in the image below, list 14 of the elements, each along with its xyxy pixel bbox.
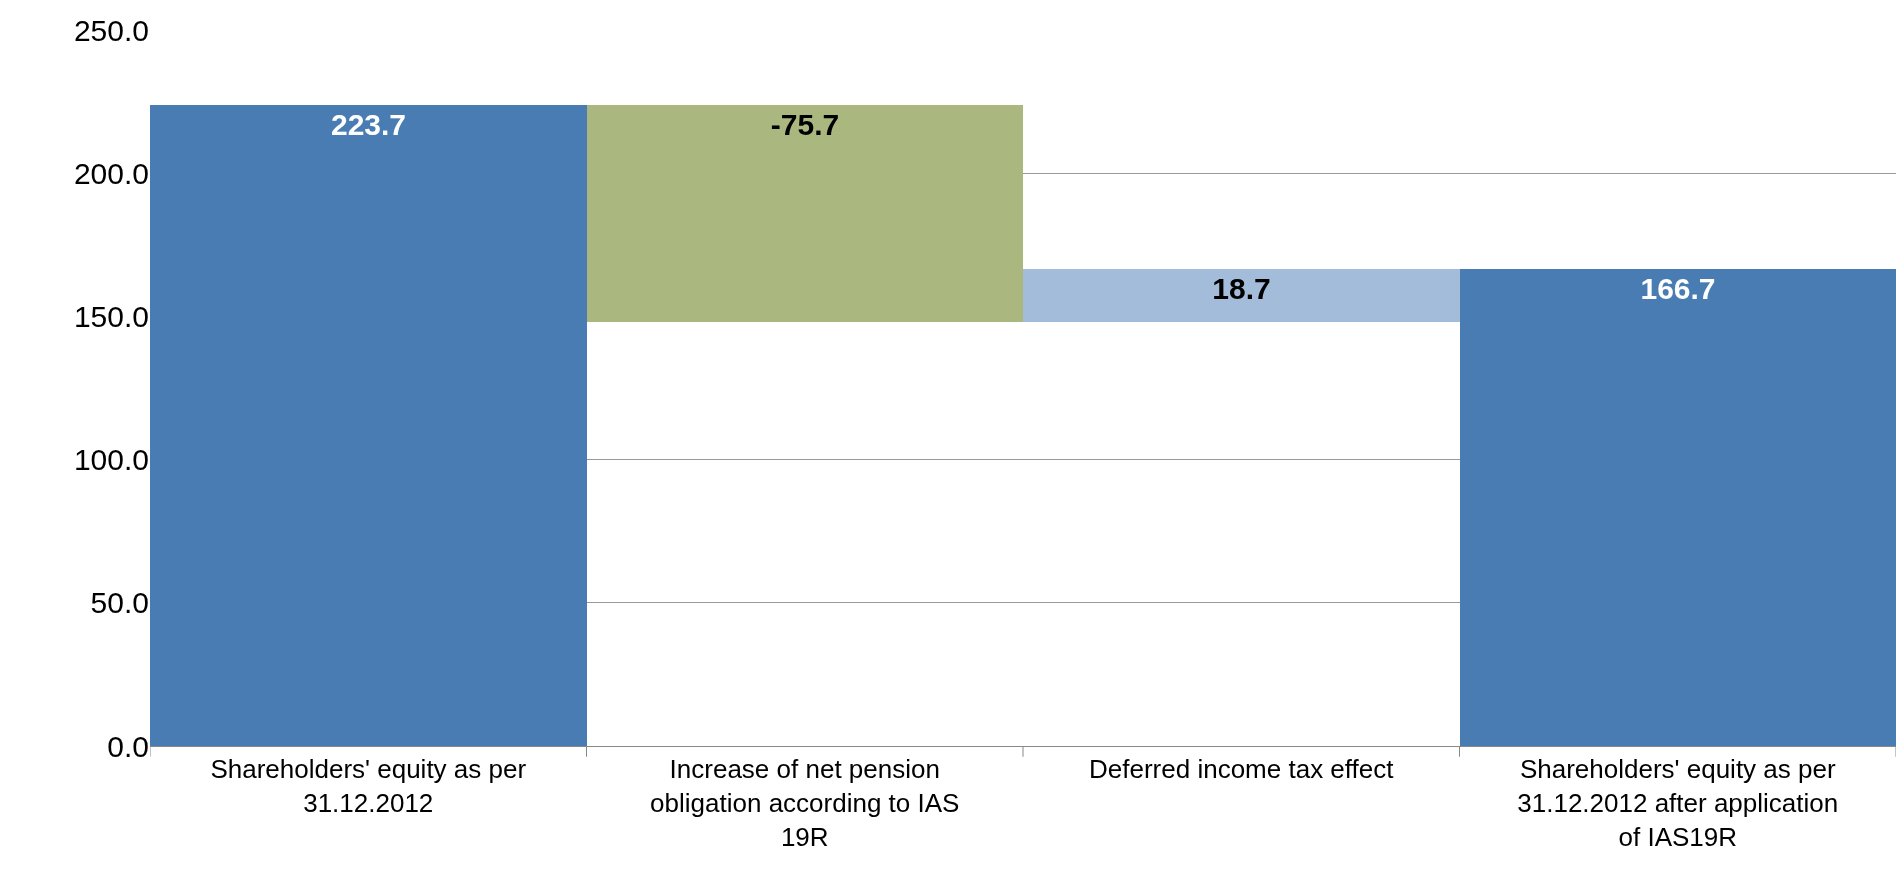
- y-tick-label: 100.0: [73, 443, 149, 477]
- data-label: 223.7: [330, 108, 407, 141]
- x-tick-label: Shareholders' equity as per 31.12.2012 after application of IAS19R: [1517, 754, 1839, 852]
- y-tick-label: 150.0: [73, 299, 149, 333]
- y-tick-label: 0.0: [107, 729, 149, 763]
- x-tick-label: Increase of net pension obligation according to IAS 19R: [650, 754, 960, 852]
- data-label: 18.7: [1212, 272, 1271, 305]
- x-tick-label: Shareholders' equity as per 31.12.2012: [210, 754, 527, 818]
- data-label: 166.7: [1640, 272, 1716, 305]
- y-tick-label: 50.0: [90, 586, 149, 620]
- y-tick-label: 200.0: [73, 156, 149, 190]
- data-label: -75.7: [770, 108, 840, 141]
- y-tick-label: 250.0: [73, 13, 149, 47]
- x-tick-label: Deferred income tax effect: [1089, 754, 1395, 785]
